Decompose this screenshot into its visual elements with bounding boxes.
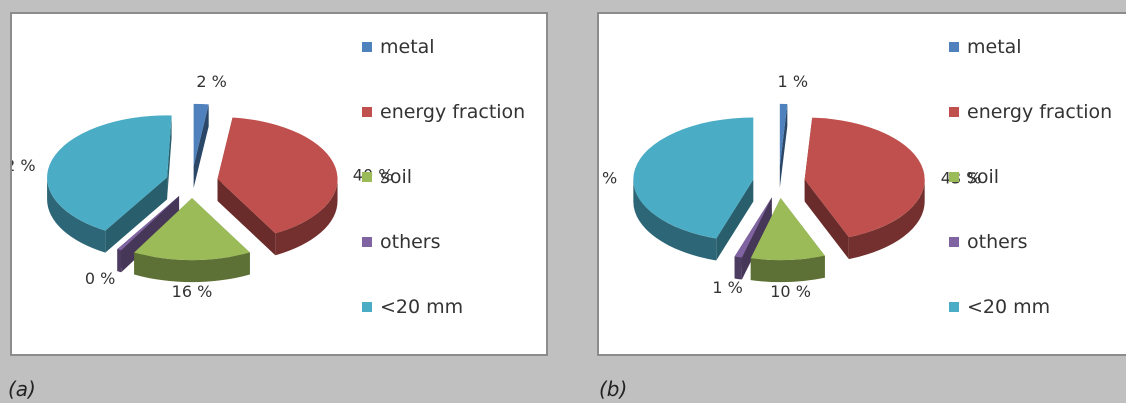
pct-label-soil: 16 % (172, 282, 213, 301)
pie-chart-b: 1 %43 %10 %1 %45 % (599, 72, 981, 301)
caption-b: (b) (599, 377, 628, 401)
legend-item-20-mm: <20 mm (362, 296, 525, 361)
pie-chart-a: 2 %40 %16 %0 %42 % (12, 72, 393, 301)
legend-label: <20 mm (380, 296, 464, 318)
legend-label: energy fraction (967, 101, 1113, 123)
pie-slice-20-mm (47, 115, 172, 253)
pct-label-soil: 10 % (770, 282, 811, 301)
pct-label-metal: 1 % (778, 72, 808, 91)
legend-swatch (949, 302, 959, 312)
legend-swatch (362, 42, 372, 52)
legend-item-soil: soil (949, 166, 1112, 231)
legend-item-metal: metal (949, 36, 1112, 101)
pct-label-20-mm: 42 % (12, 156, 36, 175)
legend-item-metal: metal (362, 36, 525, 101)
legend-label: others (380, 231, 441, 253)
pie-slice-metal (193, 103, 209, 188)
pct-label-metal: 2 % (196, 72, 226, 91)
legend-label: metal (967, 36, 1022, 58)
pie-slice-others (734, 197, 772, 280)
pct-label-others: 1 % (712, 278, 742, 297)
legend-label: soil (380, 166, 413, 188)
legend-label: others (967, 231, 1028, 253)
legend-a: metal energy fraction soil others <20 mm (362, 36, 525, 361)
pct-label-others: 0 % (85, 269, 115, 288)
pct-label-20-mm: 45 % (599, 169, 617, 188)
legend-swatch (949, 107, 959, 117)
legend-item-others: others (949, 231, 1112, 296)
legend-label: metal (380, 36, 435, 58)
legend-item-energy-fraction: energy fraction (362, 101, 525, 166)
legend-item-others: others (362, 231, 525, 296)
legend-label: <20 mm (967, 296, 1051, 318)
legend-label: soil (967, 166, 1000, 188)
legend-item-soil: soil (362, 166, 525, 231)
legend-swatch (362, 107, 372, 117)
legend-item-energy-fraction: energy fraction (949, 101, 1112, 166)
legend-swatch (949, 237, 959, 247)
legend-b: metal energy fraction soil others <20 mm (949, 36, 1112, 361)
pie-slice-metal (779, 103, 788, 188)
pie-slice-soil (134, 198, 250, 283)
legend-swatch (949, 172, 959, 182)
legend-swatch (362, 172, 372, 182)
legend-swatch (362, 302, 372, 312)
legend-label: energy fraction (380, 101, 526, 123)
caption-a: (a) (8, 377, 36, 401)
pie-slice-energy-fraction (804, 117, 925, 260)
legend-item-20-mm: <20 mm (949, 296, 1112, 361)
legend-swatch (949, 42, 959, 52)
pie-slice-energy-fraction (217, 117, 338, 256)
pie-slice-soil (750, 198, 825, 283)
pie-slice-20-mm (633, 117, 754, 261)
legend-swatch (362, 237, 372, 247)
